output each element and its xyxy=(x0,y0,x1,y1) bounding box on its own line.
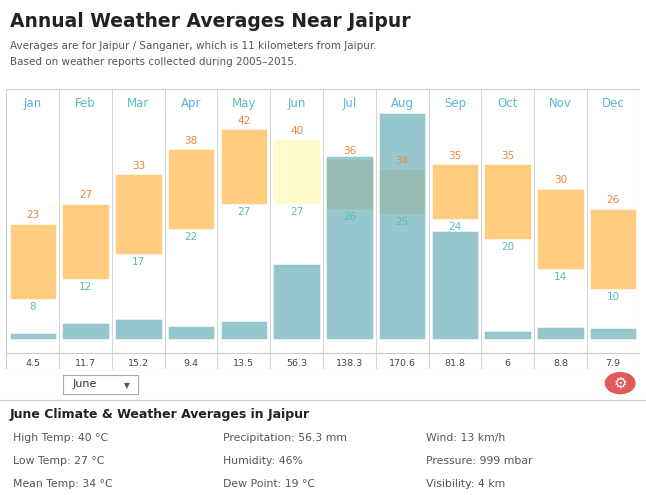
Text: 56.3: 56.3 xyxy=(286,359,307,368)
Text: ▼: ▼ xyxy=(123,381,129,390)
Bar xyxy=(168,149,214,229)
Text: 12: 12 xyxy=(79,282,92,293)
Bar xyxy=(432,164,478,219)
Text: Averages are for Jaipur / Sanganer, which is 11 kilometers from Jaipur.: Averages are for Jaipur / Sanganer, whic… xyxy=(10,41,377,50)
Circle shape xyxy=(605,373,635,394)
Text: 10: 10 xyxy=(607,293,620,302)
Text: 138.3: 138.3 xyxy=(336,359,363,368)
Text: 17: 17 xyxy=(132,257,145,267)
Text: June Climate & Weather Averages in Jaipur: June Climate & Weather Averages in Jaipu… xyxy=(10,408,310,421)
Text: 42: 42 xyxy=(237,115,251,126)
Bar xyxy=(537,189,583,269)
Text: 14: 14 xyxy=(554,272,567,282)
Text: 81.8: 81.8 xyxy=(444,359,465,368)
Bar xyxy=(10,333,56,339)
Bar xyxy=(432,231,478,339)
Text: Based on weather reports collected during 2005–2015.: Based on weather reports collected durin… xyxy=(10,57,297,67)
Bar xyxy=(484,164,531,239)
Bar xyxy=(115,174,162,254)
Text: 27: 27 xyxy=(237,207,251,217)
Text: 38: 38 xyxy=(185,136,198,146)
Text: Dew Point: 19 °C: Dew Point: 19 °C xyxy=(223,480,315,490)
Bar xyxy=(10,224,56,299)
Text: 36: 36 xyxy=(343,146,356,155)
Bar xyxy=(63,204,109,279)
Bar xyxy=(273,264,320,339)
Text: 13.5: 13.5 xyxy=(233,359,255,368)
Bar xyxy=(590,328,636,339)
Text: Jul: Jul xyxy=(342,97,357,109)
Text: 4.5: 4.5 xyxy=(25,359,40,368)
Text: 34: 34 xyxy=(395,155,409,165)
Text: 35: 35 xyxy=(448,150,461,160)
Text: Precipitation: 56.3 mm: Precipitation: 56.3 mm xyxy=(223,433,347,443)
Text: Oct: Oct xyxy=(497,97,518,109)
Text: High Temp: 40 °C: High Temp: 40 °C xyxy=(13,433,108,443)
Text: Low Temp: 27 °C: Low Temp: 27 °C xyxy=(13,456,104,466)
Bar xyxy=(537,327,583,339)
Text: 22: 22 xyxy=(185,233,198,243)
Text: 35: 35 xyxy=(501,150,514,160)
Bar xyxy=(379,169,425,214)
Text: 15.2: 15.2 xyxy=(128,359,149,368)
Text: Dec: Dec xyxy=(602,97,625,109)
Text: 170.6: 170.6 xyxy=(389,359,415,368)
Text: Showing:: Showing: xyxy=(8,378,69,391)
Text: 8: 8 xyxy=(30,302,36,312)
Bar xyxy=(115,319,162,339)
Text: 23: 23 xyxy=(26,210,39,220)
Text: Sep: Sep xyxy=(444,97,466,109)
Text: 6: 6 xyxy=(505,359,510,368)
Text: 26: 26 xyxy=(343,212,356,222)
Text: ⚙: ⚙ xyxy=(613,376,627,391)
Bar xyxy=(590,209,636,289)
Bar xyxy=(326,159,373,209)
Text: 7.9: 7.9 xyxy=(606,359,621,368)
Text: 27: 27 xyxy=(79,191,92,200)
Text: 11.7: 11.7 xyxy=(75,359,96,368)
Text: Wind: 13 km/h: Wind: 13 km/h xyxy=(426,433,506,443)
Text: Feb: Feb xyxy=(75,97,96,109)
Text: 27: 27 xyxy=(290,207,303,217)
Text: 8.8: 8.8 xyxy=(553,359,568,368)
Text: Annual Weather Averages Near Jaipur: Annual Weather Averages Near Jaipur xyxy=(10,12,410,31)
Bar xyxy=(326,156,373,339)
Text: Aug: Aug xyxy=(391,97,413,109)
Bar xyxy=(63,323,109,339)
Text: 9.4: 9.4 xyxy=(183,359,198,368)
Bar xyxy=(273,139,320,204)
Text: Mar: Mar xyxy=(127,97,149,109)
Text: Nov: Nov xyxy=(549,97,572,109)
Text: 26: 26 xyxy=(607,196,620,205)
Text: Apr: Apr xyxy=(181,97,202,109)
Bar xyxy=(221,129,267,204)
Text: Jan: Jan xyxy=(24,97,42,109)
Text: Visibility: 4 km: Visibility: 4 km xyxy=(426,480,506,490)
Text: 33: 33 xyxy=(132,160,145,170)
Text: 40: 40 xyxy=(290,126,303,136)
Bar xyxy=(221,321,267,339)
Bar xyxy=(379,113,425,339)
Text: Jun: Jun xyxy=(287,97,306,109)
Bar xyxy=(168,326,214,339)
Text: May: May xyxy=(232,97,256,109)
Text: 20: 20 xyxy=(501,243,514,252)
Text: Humidity: 46%: Humidity: 46% xyxy=(223,456,303,466)
Text: Mean Temp: 34 °C: Mean Temp: 34 °C xyxy=(13,480,112,490)
Text: June: June xyxy=(72,379,97,389)
Text: 25: 25 xyxy=(395,217,409,227)
Text: 24: 24 xyxy=(448,222,461,233)
Bar xyxy=(484,331,531,339)
Text: 30: 30 xyxy=(554,176,567,186)
Text: Pressure: 999 mbar: Pressure: 999 mbar xyxy=(426,456,533,466)
